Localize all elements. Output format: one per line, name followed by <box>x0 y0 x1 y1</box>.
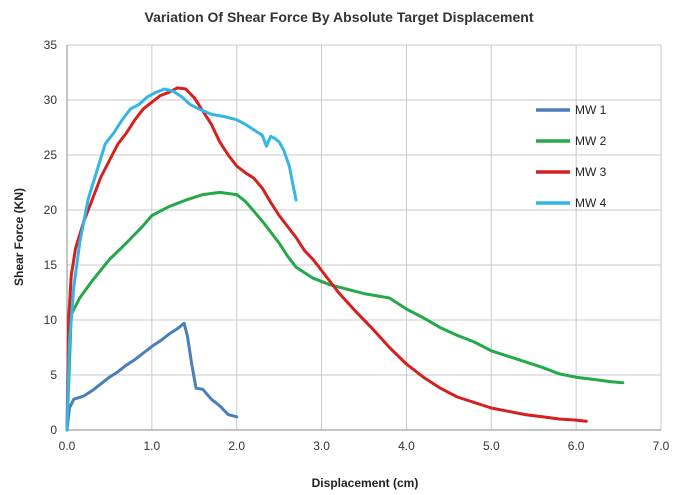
y-axis-title: Shear Force (KN) <box>12 188 26 286</box>
x-tick-label: 0.0 <box>59 439 76 453</box>
grid <box>67 44 662 430</box>
y-tick-label: 25 <box>44 148 58 162</box>
x-tick-label: 4.0 <box>398 439 415 453</box>
x-axis-title: Displacement (cm) <box>312 476 419 490</box>
series-line-mw-2 <box>65 190 625 432</box>
x-tick-label: 7.0 <box>653 439 670 453</box>
y-tick-label: 30 <box>44 93 58 107</box>
legend: MW 1 MW 2 MW 3 MW 4 <box>536 103 607 210</box>
chart-title: Variation Of Shear Force By Absolute Tar… <box>145 9 534 25</box>
x-tick-label: 1.0 <box>144 439 161 453</box>
series-line-mw-4 <box>65 87 298 432</box>
legend-label: MW 2 <box>575 134 607 148</box>
series-line-mw-3 <box>65 86 588 432</box>
y-tick-label: 0 <box>50 423 57 437</box>
x-tick-label: 6.0 <box>568 439 585 453</box>
x-tick-label: 3.0 <box>313 439 330 453</box>
y-tick-label: 35 <box>44 38 58 52</box>
y-tick-label: 5 <box>50 368 57 382</box>
legend-label: MW 4 <box>575 196 607 210</box>
y-tick-label: 20 <box>44 203 58 217</box>
series-line-mw-1 <box>65 321 239 432</box>
x-tick-label: 2.0 <box>228 439 245 453</box>
legend-label: MW 1 <box>575 103 607 117</box>
series-lines <box>65 86 625 432</box>
x-tick-label: 5.0 <box>483 439 500 453</box>
y-tick-label: 15 <box>44 258 58 272</box>
y-tick-label: 10 <box>44 313 58 327</box>
legend-label: MW 3 <box>575 165 607 179</box>
